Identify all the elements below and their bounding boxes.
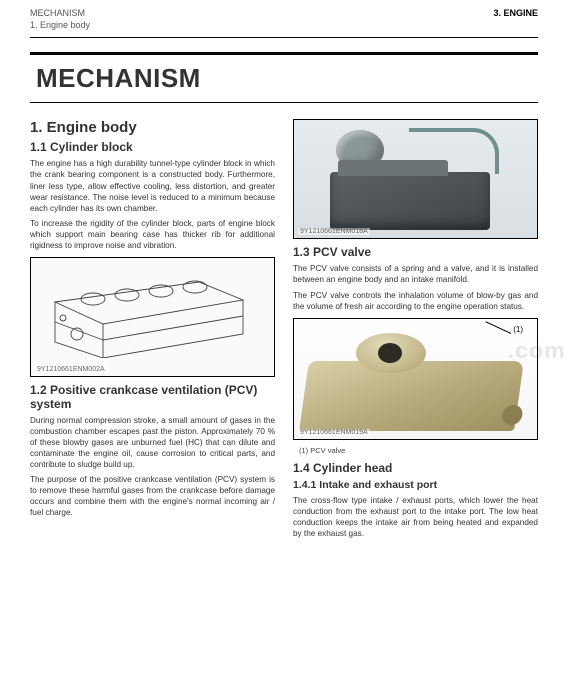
- section-1-2-para-2: The purpose of the positive crankcase ve…: [30, 474, 275, 518]
- section-1-2-para-1: During normal compression stroke, a smal…: [30, 415, 275, 470]
- right-column: 9Y1210661ENM018A 1.3 PCV valve The PCV v…: [293, 113, 538, 543]
- callout-leader-line: [485, 321, 511, 334]
- header-left: MECHANISM 1. Engine body: [30, 8, 90, 31]
- figure-engine-id: 9Y1210661ENM018A: [298, 228, 370, 235]
- section-1-1-para-2: To increase the rigidity of the cylinder…: [30, 218, 275, 251]
- figure-engine-assembly: 9Y1210661ENM018A: [293, 119, 538, 239]
- header-rule: [30, 37, 538, 38]
- cylinder-head-casting-icon: [299, 361, 524, 431]
- callout-label-1: (1): [513, 325, 523, 334]
- header-right: 3. ENGINE: [493, 8, 538, 31]
- throttle-bore-icon: [378, 343, 402, 363]
- section-1-3-para-1: The PCV valve consists of a spring and a…: [293, 263, 538, 285]
- page-title: MECHANISM: [36, 63, 532, 94]
- section-1-4-1-heading: 1.4.1 Intake and exhaust port: [293, 479, 538, 491]
- section-1-4-1-para-1: The cross-flow type intake / exhaust por…: [293, 495, 538, 539]
- section-1-3-para-2: The PCV valve controls the inhalation vo…: [293, 290, 538, 312]
- section-1-2-heading: 1.2 Positive crankcase ventilation (PCV)…: [30, 383, 275, 411]
- cylinder-block-lineart-icon: [49, 272, 249, 358]
- header-left-line2: 1. Engine body: [30, 20, 90, 32]
- figure-pcv-id: 9Y1210661ENM019A: [298, 429, 370, 436]
- engine-block-3d-icon: [330, 172, 490, 230]
- section-1-1-para-1: The engine has a high durability tunnel-…: [30, 158, 275, 213]
- figure-pcv-legend: (1) PCV valve: [299, 446, 538, 455]
- left-column: 1. Engine body 1.1 Cylinder block The en…: [30, 113, 275, 543]
- section-1-4-heading: 1.4 Cylinder head: [293, 461, 538, 475]
- title-banner: MECHANISM: [30, 52, 538, 103]
- content-columns: 1. Engine body 1.1 Cylinder block The en…: [0, 113, 568, 543]
- section-1-heading: 1. Engine body: [30, 119, 275, 136]
- header-left-line1: MECHANISM: [30, 8, 90, 20]
- section-1-3-heading: 1.3 PCV valve: [293, 245, 538, 259]
- figure-pcv-valve: (1) 9Y1210661ENM019A: [293, 318, 538, 440]
- section-1-1-heading: 1.1 Cylinder block: [30, 140, 275, 154]
- figure-cylinder-block: 9Y1210661ENM002A: [30, 257, 275, 377]
- page-header: MECHANISM 1. Engine body 3. ENGINE: [0, 0, 568, 35]
- figure-cylinder-block-id: 9Y1210661ENM002A: [35, 366, 107, 373]
